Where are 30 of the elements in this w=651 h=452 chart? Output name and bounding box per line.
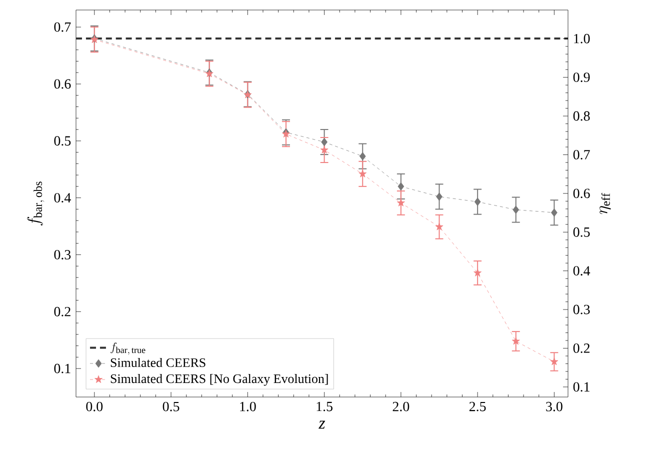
x-axis-title: z (318, 420, 326, 429)
y2-tick-label: 0.5 (573, 227, 590, 237)
y2-tick-label: 0.9 (573, 72, 590, 82)
y2-tick-label: 0.2 (573, 343, 590, 353)
x-tick-label: 3.0 (546, 402, 562, 412)
y2-tick-label: 0.7 (573, 150, 590, 160)
y2-tick-label: 1.0 (574, 34, 590, 44)
x-tick-label: 1.5 (316, 402, 332, 412)
legend-label: Simulated CEERS [No Galaxy Evolution] (110, 374, 328, 386)
legend-label: Simulated CEERS (110, 358, 206, 368)
x-tick-label: 2.5 (469, 402, 486, 412)
y-tick-label: 0.5 (54, 136, 71, 146)
y-tick-label: 0.6 (54, 79, 71, 89)
y-tick-label: 0.7 (54, 22, 71, 32)
legend-label: $f_{\mathrm{bar,\,true}}$ (110, 342, 146, 355)
x-tick-label: 1.0 (240, 402, 256, 412)
y-tick-label: 0.1 (54, 364, 70, 374)
x-tick-label: 2.0 (392, 402, 410, 412)
y2-tick-label: 0.3 (573, 304, 590, 314)
y2-tick-label: 0.4 (573, 266, 590, 276)
y-tick-label: 0.4 (54, 193, 71, 203)
y2-tick-label: 0.8 (573, 111, 590, 121)
y-tick-label: 0.2 (54, 306, 70, 316)
y-axis-title: $f_{\mathrm{bar,\,obs}}$ (27, 182, 44, 226)
x-tick-label: 0.5 (162, 402, 180, 412)
y-tick-label: 0.3 (54, 250, 71, 260)
y2-tick-label: 0.1 (573, 382, 590, 392)
y2-axis-title: $\eta_{\mathrm{eff}}$ (600, 193, 611, 214)
y2-tick-label: 0.6 (573, 188, 590, 198)
x-tick-label: 0.0 (86, 402, 103, 412)
